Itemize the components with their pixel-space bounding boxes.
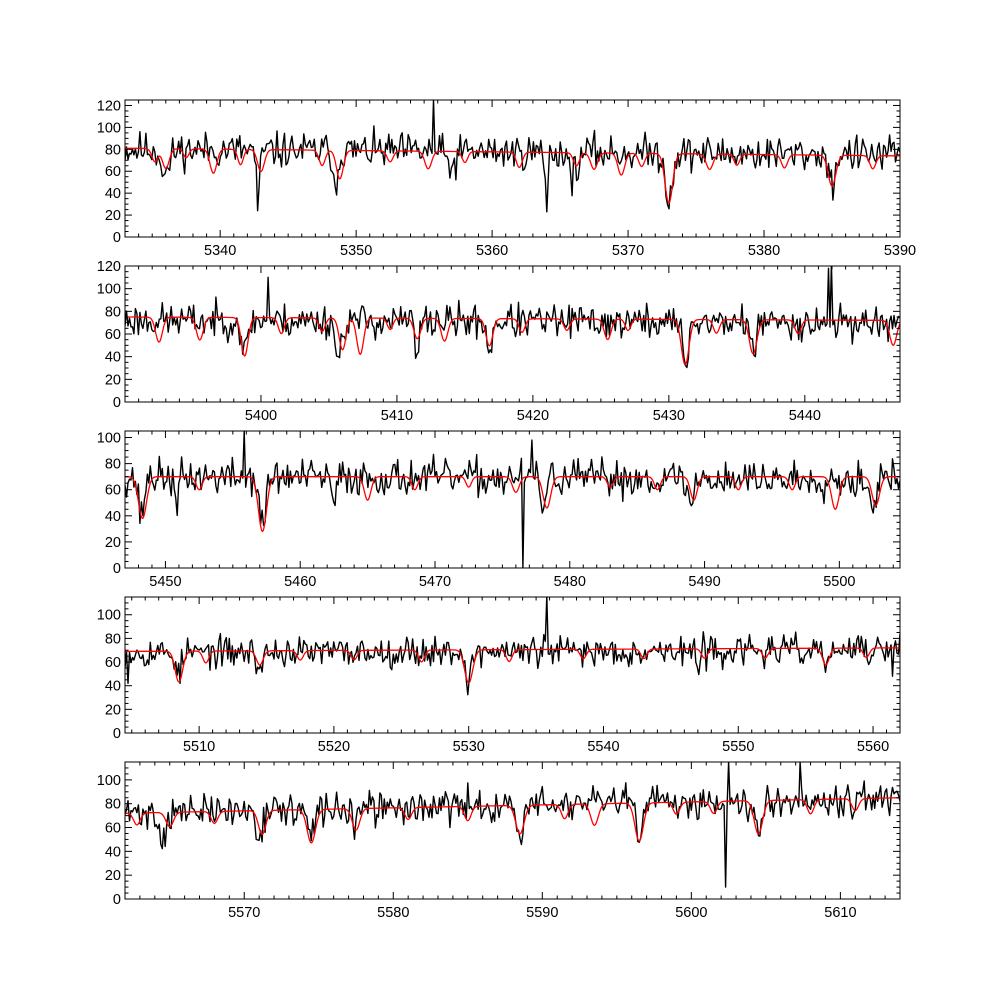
axes-frame [124,761,901,900]
x-tick-label: 5360 [476,243,508,259]
x-tick-label: 5520 [318,739,350,755]
x-tick-label: 5490 [688,574,720,590]
model-spectrum-line-5 [125,797,900,844]
x-tick-label: 5590 [526,905,558,921]
y-tick-label: 40 [105,186,121,202]
x-tick-label: 5340 [204,243,236,259]
spectrum-panel-5: 5570 5580 5590 5600 5610 0 20 40 60 80 100 [97,761,901,921]
y-tick-label: 120 [97,259,121,275]
y-tick-label: 20 [105,702,121,718]
observed-spectrum-line-5 [125,762,900,888]
y-tick-label: 0 [113,892,121,908]
y-tick-label: 60 [105,655,121,671]
x-tick-label: 5420 [517,408,549,424]
x-tick-label: 5610 [824,905,856,921]
x-tick-label: 5500 [823,574,855,590]
y-tick-label: 0 [113,395,121,411]
y-tick-label: 80 [105,457,121,473]
y-tick-label: 100 [97,608,121,624]
x-tick-label: 5390 [884,243,916,259]
x-tick-label: 5440 [789,408,821,424]
x-tick-label: 5480 [554,574,586,590]
x-tick-label: 5600 [675,905,707,921]
x-tick-label: 5510 [183,739,215,755]
y-tick-label: 80 [105,142,121,158]
y-tick-label: 60 [105,483,121,499]
y-tick-label: 80 [105,304,121,320]
observed-spectrum-line-4 [125,597,900,696]
x-tick-label: 5470 [419,574,451,590]
y-tick-label: 80 [105,797,121,813]
x-tick-label: 5580 [377,905,409,921]
y-tick-label: 40 [105,350,121,366]
x-tick-label: 5540 [587,739,619,755]
x-tick-label: 5400 [245,408,277,424]
spectrum-panel-3: 5450 5460 5470 5480 5490 5500 0 20 40 60 80 100 [97,430,901,590]
axes-frame [124,265,901,403]
spectrum-panel-2: 5400 5410 5420 5430 5440 0 20 40 60 80 100 120 [97,259,901,424]
x-tick-label: 5450 [149,574,181,590]
spectrum-panel-1: 5340 5350 5360 5370 5380 5390 0 20 40 60 80 100 120 [97,98,916,259]
x-tick-label: 5560 [857,739,889,755]
y-tick-label: 40 [105,679,121,695]
model-spectrum-line-4 [125,647,900,684]
y-tick-label: 60 [105,327,121,343]
y-tick-label: 20 [105,208,121,224]
x-tick-label: 5430 [653,408,685,424]
y-tick-label: 0 [113,726,121,742]
y-tick-label: 100 [97,431,121,447]
x-tick-label: 5460 [284,574,316,590]
x-tick-label: 5550 [722,739,754,755]
x-tick-label: 5380 [748,243,780,259]
spectrum-panel-4: 5510 5520 5530 5540 5550 5560 0 20 40 60 80 100 [97,596,901,755]
y-tick-label: 80 [105,631,121,647]
y-tick-label: 60 [105,164,121,180]
y-tick-label: 120 [97,98,121,114]
y-tick-label: 0 [113,230,121,246]
y-tick-label: 100 [97,120,121,136]
y-tick-label: 100 [97,282,121,298]
y-tick-label: 60 [105,821,121,837]
x-tick-label: 5530 [453,739,485,755]
x-tick-label: 5570 [228,905,260,921]
x-tick-label: 5410 [381,408,413,424]
model-spectrum-line-3 [125,476,900,533]
y-tick-label: 40 [105,844,121,860]
observed-spectrum-line-3 [125,431,900,568]
observed-spectrum-line-2 [125,266,900,369]
axes-frame [124,430,901,569]
observed-spectrum-line-1 [125,100,900,213]
y-tick-label: 100 [97,773,121,789]
model-spectrum-line-2 [125,316,900,366]
y-tick-label: 20 [105,868,121,884]
y-tick-label: 40 [105,509,121,525]
x-tick-label: 5370 [612,243,644,259]
axes-frame [124,596,901,734]
y-tick-label: 0 [113,561,121,577]
model-spectrum-line-1 [125,147,900,204]
y-tick-label: 20 [105,372,121,388]
y-tick-label: 20 [105,535,121,551]
axes-frame [124,99,901,238]
x-tick-label: 5350 [340,243,372,259]
